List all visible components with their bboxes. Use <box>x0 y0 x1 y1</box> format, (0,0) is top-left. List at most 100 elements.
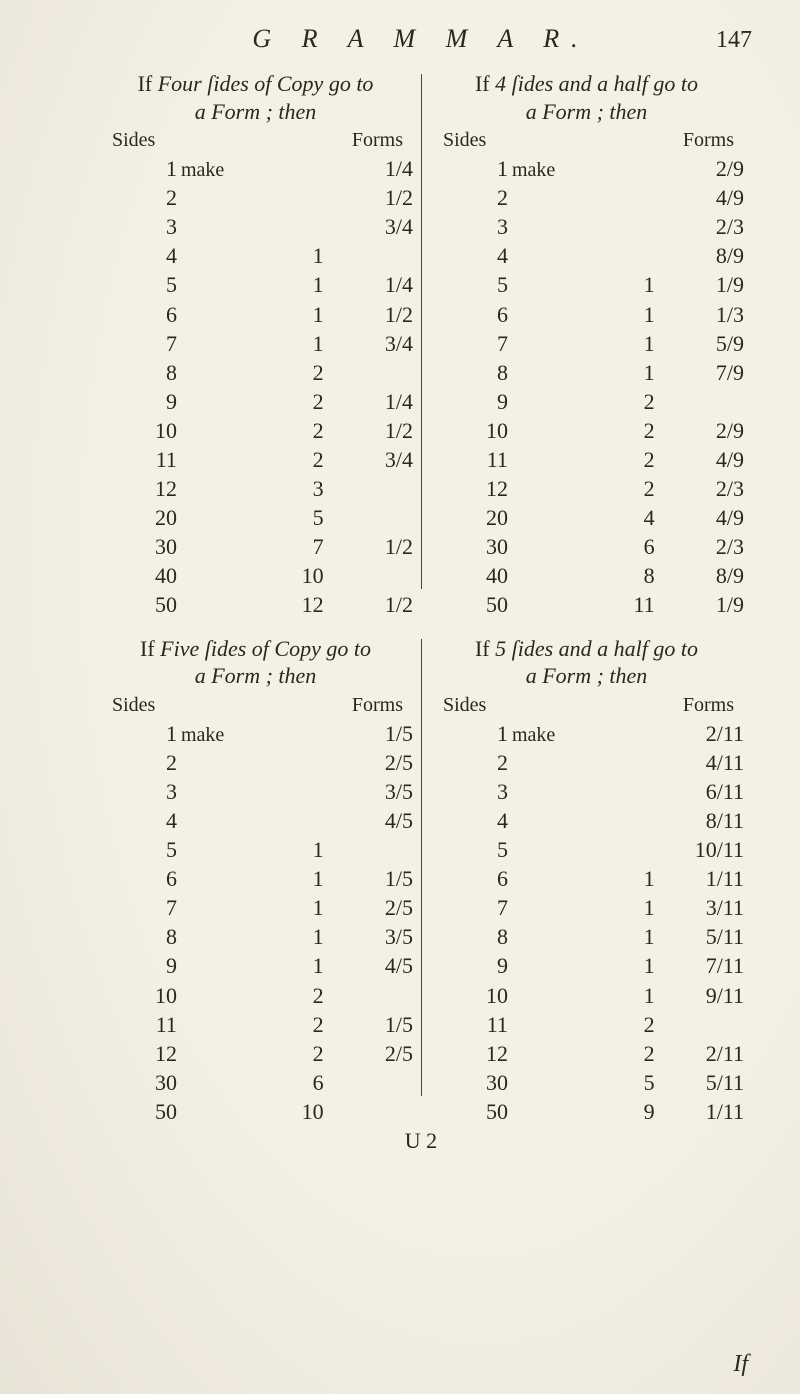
cell-frac: 7/9 <box>657 358 746 387</box>
table-row: 921/4 <box>96 387 415 416</box>
heading-forms: Forms <box>537 694 742 717</box>
table-row: 50121/2 <box>96 590 415 619</box>
cell-frac: 2/11 <box>657 1039 746 1068</box>
table-row: 1019/11 <box>427 981 746 1010</box>
cell-sides: 10 <box>427 416 510 445</box>
cell-whole: 2 <box>580 474 657 503</box>
cell-whole: 11 <box>580 590 657 619</box>
cell-sides: 8 <box>427 922 510 951</box>
table-row: 48/9 <box>427 241 746 270</box>
table-row: 2 4/9 <box>427 183 746 212</box>
cell-frac: 4/9 <box>657 183 746 212</box>
cell-whole: 1 <box>249 893 326 922</box>
cell-sides: 4 <box>427 241 510 270</box>
running-head: G R A M M A R. 147 <box>90 24 752 54</box>
column-divider <box>421 639 422 1096</box>
cell-sides: 7 <box>427 329 510 358</box>
cell-whole: 1 <box>249 864 326 893</box>
cell-frac <box>326 835 415 864</box>
cell-frac <box>326 241 415 270</box>
cell-sides: 1 <box>96 154 179 183</box>
cell-sides: 3 <box>96 212 179 241</box>
cell-sides: 1 <box>96 719 179 748</box>
table-row: 24/11 <box>427 748 746 777</box>
table-row: 51 <box>96 835 415 864</box>
cell-note <box>510 893 580 922</box>
section-title: If 4 ſides and a half go toa Form ; then <box>427 70 746 125</box>
cell-note <box>510 1068 580 1097</box>
cell-frac <box>326 503 415 532</box>
table-row: 611/11 <box>427 864 746 893</box>
cell-whole: 1 <box>580 981 657 1010</box>
table-row: 611/3 <box>427 300 746 329</box>
table-row: 815/11 <box>427 922 746 951</box>
cell-sides: 5 <box>96 270 179 299</box>
cell-frac <box>657 1010 746 1039</box>
table-row: 1022/9 <box>427 416 746 445</box>
cell-sides: 3 <box>427 777 510 806</box>
table-row: 1make1/5 <box>96 719 415 748</box>
cell-frac <box>326 474 415 503</box>
table-row: 1123/4 <box>96 445 415 474</box>
cell-frac: 1/4 <box>326 387 415 416</box>
cell-frac: 3/4 <box>326 212 415 241</box>
cell-whole <box>249 748 326 777</box>
cell-whole: 7 <box>249 532 326 561</box>
cell-sides: 9 <box>96 951 179 980</box>
cell-note <box>510 445 580 474</box>
cell-whole: 2 <box>249 445 326 474</box>
cell-whole: 1 <box>249 951 326 980</box>
cell-note <box>510 387 580 416</box>
cell-whole: 2 <box>249 981 326 1010</box>
cell-frac <box>326 561 415 590</box>
cell-note <box>510 1010 580 1039</box>
table-row: 813/5 <box>96 922 415 951</box>
cell-note <box>510 922 580 951</box>
table-row: 36/11 <box>427 777 746 806</box>
cell-sides: 12 <box>427 1039 510 1068</box>
cell-note <box>510 864 580 893</box>
table-row: 5091/11 <box>427 1097 746 1126</box>
table-row: 33/5 <box>96 777 415 806</box>
table-2: 1make1/522/533/544/551611/5712/5813/5914… <box>96 719 415 1126</box>
cell-sides: 2 <box>427 183 510 212</box>
cell-note <box>179 445 249 474</box>
heading-sides: Sides <box>431 129 537 152</box>
cell-frac: 5/11 <box>657 922 746 951</box>
table-0: 1make1/421/233/441511/4611/2713/482921/4… <box>96 154 415 619</box>
cell-sides: 12 <box>96 1039 179 1068</box>
table-row: 3055/11 <box>427 1068 746 1097</box>
cell-whole: 1 <box>249 835 326 864</box>
cell-note <box>179 1097 249 1126</box>
cell-frac <box>326 981 415 1010</box>
cell-note <box>510 777 580 806</box>
cell-note <box>510 806 580 835</box>
cell-whole: 1 <box>580 893 657 922</box>
cell-sides: 4 <box>96 806 179 835</box>
col-left-bottom: If Five ſides of Copy go toa Form ; then… <box>90 633 421 1126</box>
cell-frac: 1/3 <box>657 300 746 329</box>
cell-sides: 7 <box>427 893 510 922</box>
cell-whole: 1 <box>249 300 326 329</box>
cell-note <box>510 416 580 445</box>
table-row: 917/11 <box>427 951 746 980</box>
cell-note <box>179 981 249 1010</box>
table-row: 712/5 <box>96 893 415 922</box>
cell-sides: 50 <box>427 590 510 619</box>
table-row: 914/5 <box>96 951 415 980</box>
cell-frac: 3/4 <box>326 329 415 358</box>
cell-frac: 3/5 <box>326 777 415 806</box>
cell-whole: 2 <box>580 1039 657 1068</box>
cell-sides: 20 <box>96 503 179 532</box>
cell-whole: 10 <box>249 561 326 590</box>
cell-note <box>179 1039 249 1068</box>
heading-forms: Forms <box>206 694 411 717</box>
cell-note <box>510 329 580 358</box>
table-row: 5010 <box>96 1097 415 1126</box>
cell-frac: 1/4 <box>326 154 415 183</box>
table-row: 511/9 <box>427 270 746 299</box>
table-row: 1make1/4 <box>96 154 415 183</box>
heading-sides: Sides <box>100 129 206 152</box>
cell-sides: 2 <box>96 183 179 212</box>
cell-note <box>510 241 580 270</box>
